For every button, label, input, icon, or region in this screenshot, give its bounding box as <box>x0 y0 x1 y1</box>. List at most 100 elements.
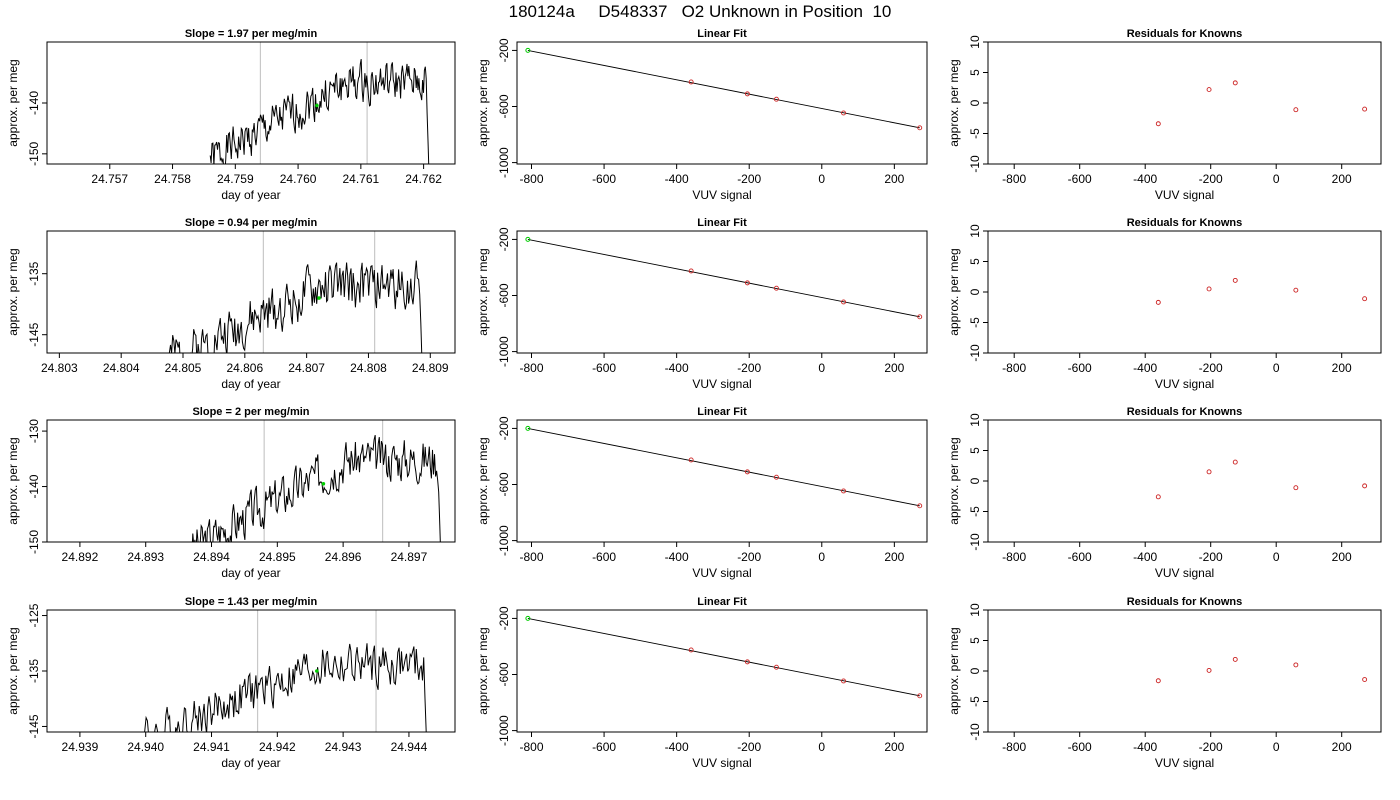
y-tick-label: -10 <box>968 533 982 551</box>
fit-marker <box>315 103 319 108</box>
x-tick-label: 24.808 <box>350 361 387 375</box>
y-tick-label: -10 <box>968 723 982 741</box>
residual-point <box>1206 286 1212 292</box>
plot-area <box>1155 80 1368 127</box>
plot-frame <box>516 41 928 165</box>
known-point <box>744 659 750 665</box>
data-trace <box>209 59 430 164</box>
y-tick-label: -145 <box>27 322 41 346</box>
y-tick-label: -5 <box>968 696 982 707</box>
known-point <box>917 503 923 509</box>
y-tick-label: -5 <box>968 506 982 517</box>
plot-area <box>1155 459 1368 500</box>
y-tick-label: 0 <box>968 477 982 484</box>
fit-line <box>527 427 920 507</box>
plot-frame <box>46 419 456 543</box>
x-tick-label: -200 <box>737 740 761 754</box>
known-point <box>744 469 750 475</box>
plot-area <box>525 47 923 131</box>
x-tick-label: 24.893 <box>127 550 164 564</box>
x-axis-label: VUV signal <box>1155 377 1214 391</box>
x-axis-label: VUV signal <box>692 188 751 202</box>
x-tick-label: -600 <box>592 740 616 754</box>
y-tick-label: -150 <box>27 530 41 554</box>
x-tick-label: 24.894 <box>193 550 230 564</box>
plot-frame <box>987 609 1382 733</box>
y-tick-label: 10 <box>968 603 982 617</box>
x-tick-label: 24.761 <box>342 172 379 186</box>
residual-point <box>1155 121 1161 127</box>
y-tick-label: -135 <box>27 659 41 683</box>
residual-point <box>1206 469 1212 475</box>
residual-point <box>1362 483 1368 489</box>
y-tick-label: 0 <box>968 667 982 674</box>
x-tick-label: 24.759 <box>217 172 254 186</box>
x-tick-label: 0 <box>818 361 825 375</box>
y-tick-label: 5 <box>968 258 982 265</box>
x-axis-label: VUV signal <box>692 566 751 580</box>
known-point <box>688 647 694 653</box>
panel-title: Residuals for Knowns <box>1127 596 1243 608</box>
x-tick-label: 200 <box>884 740 904 754</box>
x-axis-label: VUV signal <box>1155 566 1214 580</box>
unknown-point <box>525 47 531 53</box>
x-tick-label: 24.896 <box>325 550 362 564</box>
panel-residuals-4: Residuals for Knowns -800 -600 -400 -200 0 200… <box>947 596 1382 770</box>
data-trace <box>168 260 423 353</box>
x-tick-label: 200 <box>1332 550 1352 564</box>
x-tick-label: -800 <box>1002 550 1026 564</box>
panel-linear_fit-4: Linear Fit -800 -600 -400 -200 0 200 -200 -600 -1… <box>476 596 928 770</box>
y-tick-label: -600 <box>497 283 511 307</box>
fit-line <box>527 617 920 697</box>
y-axis-label: approx. per meg <box>476 248 490 335</box>
panel-title: Slope = 1.97 per meg/min <box>185 28 318 40</box>
plot-area <box>1155 277 1368 305</box>
panel-title: Residuals for Knowns <box>1127 28 1243 40</box>
x-tick-label: 0 <box>1273 361 1280 375</box>
known-point <box>744 280 750 286</box>
y-tick-label: 5 <box>968 637 982 644</box>
x-tick-label: -400 <box>1133 361 1157 375</box>
x-tick-label: -400 <box>665 740 689 754</box>
panel-linear_fit-1: Linear Fit -800 -600 -400 -200 0 200 -200 -600 -1… <box>476 28 928 202</box>
panel-timeseries-2: Slope = 0.94 per meg/min 24.803 24.804 24.8… <box>6 217 456 391</box>
plot-area <box>1155 656 1368 684</box>
panel-residuals-3: Residuals for Knowns -800 -600 -400 -200 0 200… <box>947 406 1382 580</box>
y-tick-label: -140 <box>27 91 41 115</box>
y-tick-label: -1000 <box>497 525 511 556</box>
x-tick-label: -600 <box>592 361 616 375</box>
plot-frame <box>987 41 1382 165</box>
x-tick-label: 200 <box>884 361 904 375</box>
plot-frame <box>46 41 456 165</box>
x-tick-label: 0 <box>818 550 825 564</box>
y-tick-label: -130 <box>27 419 41 443</box>
y-axis-label: approx. per meg <box>6 437 20 524</box>
y-axis-label: approx. per meg <box>476 59 490 146</box>
panel-title: Linear Fit <box>697 217 747 229</box>
x-tick-label: 0 <box>1273 172 1280 186</box>
panel-title: Linear Fit <box>697 406 747 418</box>
x-tick-label: 200 <box>1332 740 1352 754</box>
residual-point <box>1155 494 1161 500</box>
panel-residuals-1: Residuals for Knowns -800 -600 -400 -200 0 200… <box>947 28 1382 202</box>
residual-point <box>1232 459 1238 465</box>
y-tick-label: -600 <box>497 662 511 686</box>
known-point <box>688 457 694 463</box>
residual-point <box>1232 277 1238 283</box>
plot-frame <box>516 230 928 354</box>
x-tick-label: -200 <box>737 550 761 564</box>
fit-marker <box>315 669 319 673</box>
plot-frame <box>46 230 456 354</box>
panel-residuals-2: Residuals for Knowns -800 -600 -400 -200 0 200… <box>947 217 1382 391</box>
y-tick-label: -5 <box>968 128 982 139</box>
y-tick-label: 5 <box>968 69 982 76</box>
x-tick-label: 24.944 <box>391 740 428 754</box>
plot-area <box>525 425 923 509</box>
x-tick-label: -800 <box>519 361 543 375</box>
y-tick-label: -10 <box>968 344 982 362</box>
y-tick-label: 10 <box>968 413 982 427</box>
y-tick-label: -145 <box>27 714 41 738</box>
x-tick-label: -200 <box>737 361 761 375</box>
unknown-point <box>525 236 531 242</box>
